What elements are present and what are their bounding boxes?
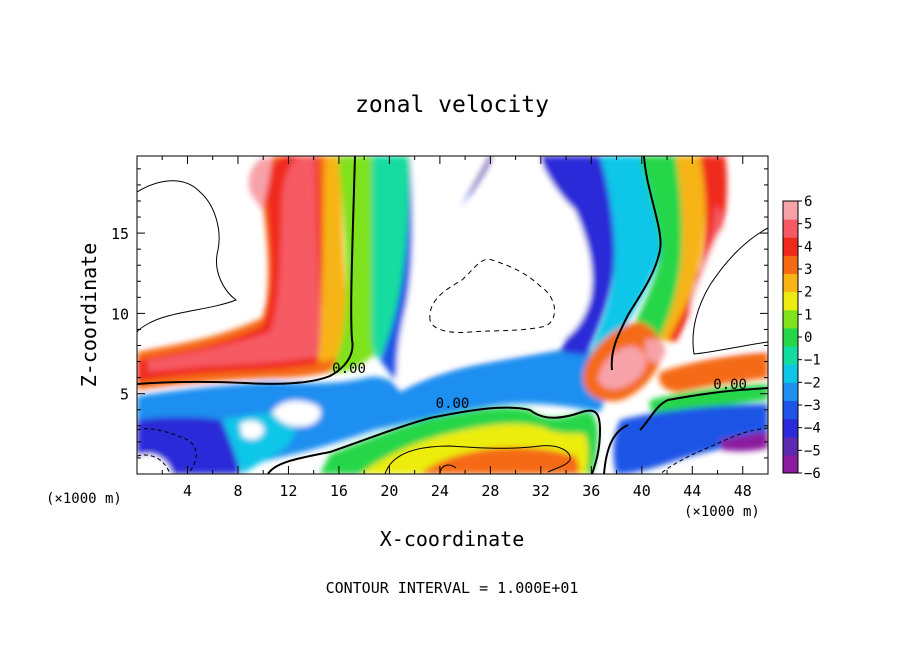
zero-contour xyxy=(639,387,768,431)
out-of-range-region xyxy=(240,420,264,440)
velocity-band xyxy=(668,156,727,342)
colorbar-tick-label: −3 xyxy=(804,398,821,414)
y-tick-label: 5 xyxy=(120,386,129,404)
velocity-band xyxy=(645,338,666,363)
velocity-band xyxy=(588,156,661,370)
x-axis-unit-right: (×1000 m) xyxy=(684,504,760,520)
x-tick-label: 16 xyxy=(330,482,348,500)
out-of-range-region xyxy=(272,400,321,427)
velocity-band xyxy=(420,447,580,474)
colorbar: 6 5 4 3 2 1 0 −1 −2 −3 −4 −5 −6 xyxy=(782,194,821,482)
out-of-range-region xyxy=(689,196,768,356)
velocity-band xyxy=(659,352,768,392)
x-tick-label: 36 xyxy=(582,482,600,500)
colorbar-tick-label: −1 xyxy=(804,353,821,369)
x-tick-label: 44 xyxy=(683,482,701,500)
colorbar-swatch xyxy=(783,454,798,474)
colorbar-swatch xyxy=(783,291,798,311)
colorbar-tick-label: 6 xyxy=(804,194,812,210)
contour-dashed xyxy=(429,258,555,333)
zero-contour xyxy=(610,156,662,371)
colorbar-swatch xyxy=(783,418,798,438)
x-tick-label: 4 xyxy=(183,482,192,500)
contour-interval-note: CONTOUR INTERVAL = 1.000E+01 xyxy=(326,579,579,597)
contour-thin xyxy=(137,180,238,333)
velocity-band xyxy=(598,346,647,390)
velocity-band xyxy=(720,432,768,452)
colorbar-swatch xyxy=(783,237,798,256)
x-axis-label: X-coordinate xyxy=(380,527,525,551)
x-axis-unit-left: (×1000 m) xyxy=(46,491,122,507)
velocity-band xyxy=(318,156,352,362)
y-tick-label: 10 xyxy=(111,305,129,323)
colorbar-swatch xyxy=(783,255,798,275)
velocity-band xyxy=(220,412,296,474)
colorbar-tick-label: −4 xyxy=(804,421,821,437)
contour-dashed xyxy=(659,427,768,474)
x-tick-label: 28 xyxy=(481,482,499,500)
contour-label: 0.00 xyxy=(713,377,747,393)
contour-lines xyxy=(137,180,768,474)
plot-area: 0.00 0.00 0.00 xyxy=(137,156,768,474)
zero-contours xyxy=(137,156,768,474)
colorbar-swatch xyxy=(783,346,798,365)
colorbar-swatch xyxy=(783,327,798,347)
contour-label: 0.00 xyxy=(436,396,470,412)
zero-contour xyxy=(137,156,356,385)
colorbar-swatch xyxy=(783,400,798,420)
y-axis-label: Z-coordinate xyxy=(77,243,101,388)
colorbar-tick-label: 0 xyxy=(804,330,812,346)
zero-contour xyxy=(267,406,602,474)
contour-thin xyxy=(692,227,768,355)
x-tick-label: 24 xyxy=(431,482,449,500)
contour-thin xyxy=(384,445,571,474)
out-of-range-region xyxy=(137,454,172,474)
velocity-band xyxy=(248,158,272,210)
colorbar-swatch xyxy=(783,219,798,238)
velocity-band xyxy=(658,156,707,342)
colorbar-tick-label: 2 xyxy=(804,285,812,301)
velocity-band xyxy=(148,156,324,372)
colorbar-tick-label: −6 xyxy=(804,466,821,482)
colorbar-swatch xyxy=(783,364,798,383)
contour-dashed xyxy=(137,428,197,474)
y-tick-label: 15 xyxy=(111,225,129,243)
colorbar-tick-label: 4 xyxy=(804,239,812,255)
x-tick-label: 40 xyxy=(633,482,651,500)
colorbar-tick-label: −5 xyxy=(804,443,821,459)
colorbar-swatch xyxy=(783,309,798,329)
velocity-field xyxy=(137,156,768,474)
zero-contour xyxy=(603,424,629,474)
colorbar-tick-label: −2 xyxy=(804,375,821,391)
out-of-range-region xyxy=(396,156,593,386)
contour-label: 0.00 xyxy=(332,361,366,377)
velocity-band xyxy=(330,156,385,373)
x-tick-label: 48 xyxy=(734,482,752,500)
colorbar-swatch xyxy=(783,436,798,456)
colorbar-swatch xyxy=(783,273,798,293)
velocity-band xyxy=(694,205,724,294)
chart-title: zonal velocity xyxy=(355,92,549,118)
velocity-band xyxy=(613,404,768,474)
x-tick-label: 8 xyxy=(233,482,242,500)
colorbar-swatch xyxy=(783,201,798,220)
plot-frame xyxy=(136,155,769,475)
x-tick-label: 32 xyxy=(532,482,550,500)
x-tick-label: 12 xyxy=(279,482,297,500)
x-tick-label: 20 xyxy=(380,482,398,500)
colorbar-tick-label: 3 xyxy=(804,262,812,278)
colorbar-tick-label: 5 xyxy=(804,217,812,233)
velocity-band xyxy=(630,156,683,340)
velocity-band xyxy=(371,156,420,360)
out-of-range-region xyxy=(137,156,262,346)
contour-dashed xyxy=(137,454,171,474)
colorbar-tick-label: 1 xyxy=(804,307,812,323)
colorbar-swatch xyxy=(783,382,798,401)
